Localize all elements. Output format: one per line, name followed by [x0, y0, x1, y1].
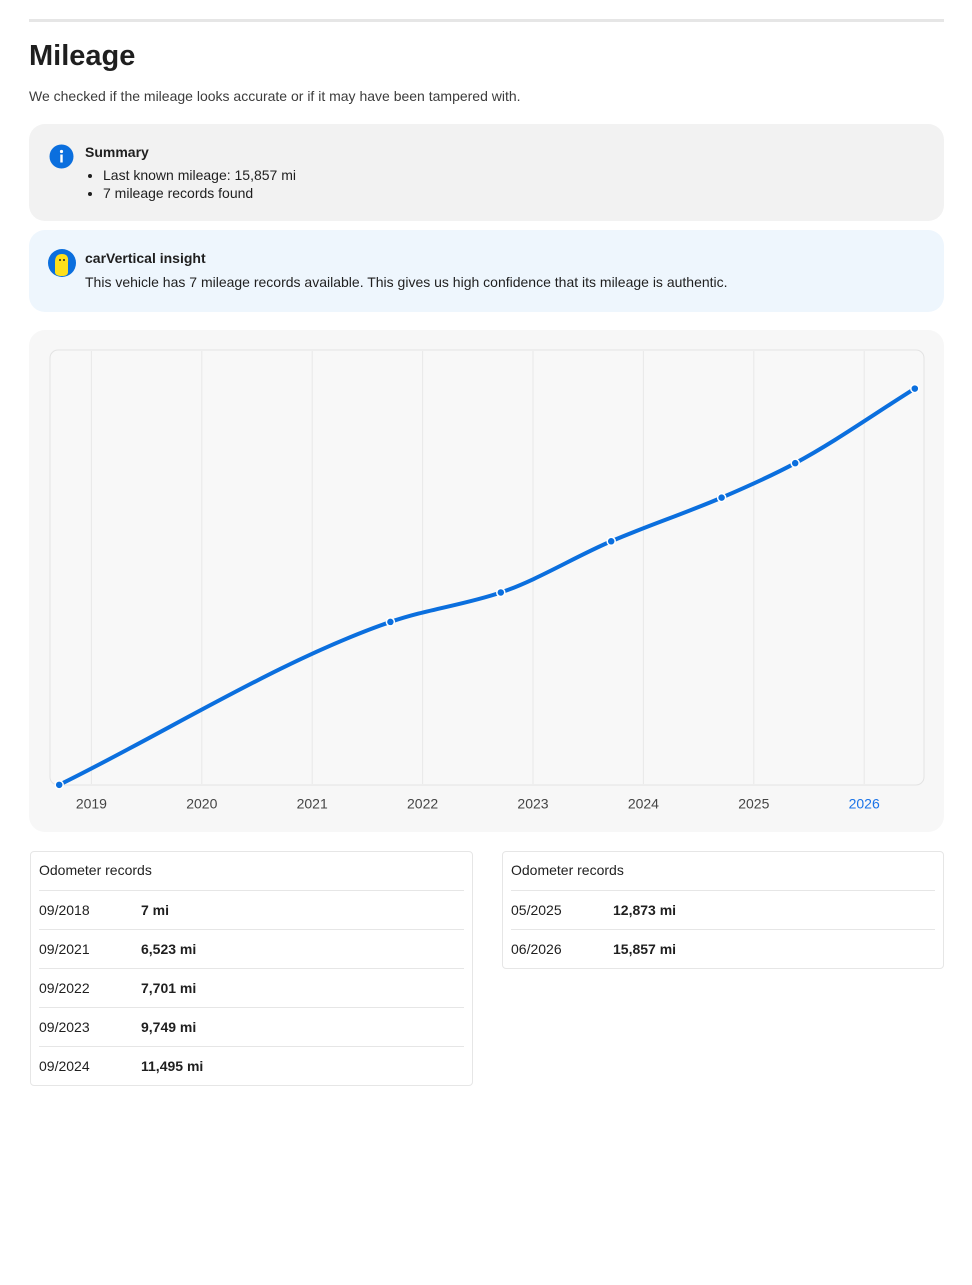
insight-text: This vehicle has 7 mileage records avail… [85, 274, 728, 290]
x-tick-label: 2021 [297, 796, 328, 812]
data-point [385, 617, 396, 627]
table-row: 09/2024 11,495 mi [39, 1047, 464, 1085]
summary-list: Last known mileage: 15,857 mi7 mileage r… [85, 166, 296, 202]
data-point [910, 383, 920, 394]
record-date: 09/2021 [39, 941, 90, 957]
x-tick-label: 2020 [186, 796, 217, 812]
data-point [606, 536, 616, 547]
page-title: Mileage [29, 40, 136, 72]
insight-avatar [48, 249, 76, 277]
record-date: 09/2024 [39, 1058, 90, 1074]
record-mileage: 7,701 mi [141, 980, 197, 996]
data-point [54, 780, 64, 790]
record-date: 06/2026 [511, 941, 562, 957]
record-date: 09/2022 [39, 980, 90, 996]
record-date: 09/2023 [39, 1019, 90, 1035]
odometer-table: Odometer records 09/2018 7 mi 09/2021 6,523 … [30, 851, 473, 1086]
x-tick-label: 2019 [76, 796, 107, 812]
record-mileage: 15,857 mi [613, 941, 677, 957]
chart-card: 2019 2020 2021 2022 2023 2024 2025 2026 [29, 330, 944, 832]
x-tick-label: 2026 [849, 796, 880, 812]
data-point [790, 458, 800, 468]
record-mileage: 7 mi [141, 902, 170, 918]
record-mileage: 9,749 mi [141, 1019, 197, 1035]
summary-item: Last known mileage: 15,857 mi [103, 166, 296, 184]
x-tick-label: 2023 [517, 796, 548, 812]
info-icon [49, 144, 74, 169]
x-tick-label: 2024 [628, 796, 659, 812]
table-header: Odometer records [511, 852, 935, 891]
table-row: 09/2018 7 mi [39, 891, 464, 930]
record-mileage: 11,495 mi [141, 1058, 204, 1074]
record-date: 09/2018 [39, 902, 90, 918]
divider [29, 19, 944, 22]
data-point [716, 492, 727, 503]
data-point [496, 587, 506, 598]
table-row: 09/2023 9,749 mi [39, 1008, 464, 1047]
subtitle: We checked if the mileage looks accurate… [29, 88, 521, 104]
table-row: 06/2026 15,857 mi [511, 930, 935, 968]
table-row: 09/2021 6,523 mi [39, 930, 464, 969]
summary-title: Summary [85, 144, 149, 160]
chart: 2019 2020 2021 2022 2023 2024 2025 2026 [49, 349, 925, 812]
record-mileage: 6,523 mi [141, 941, 197, 957]
x-tick-label: 2025 [738, 796, 769, 812]
insight-title: carVertical insight [85, 250, 206, 266]
table-row: 05/2025 12,873 mi [511, 891, 935, 930]
odometer-table: Odometer records 05/2025 12,873 mi 06/2026 1… [502, 851, 944, 969]
table-row: 09/2022 7,701 mi [39, 969, 464, 1008]
record-mileage: 12,873 mi [613, 902, 677, 918]
table-header: Odometer records [39, 852, 464, 891]
record-date: 05/2025 [511, 902, 562, 918]
x-tick-label: 2022 [407, 796, 438, 812]
summary-item: 7 mileage records found [103, 184, 296, 202]
insight-box: carVertical insight This vehicle has 7 m… [29, 230, 944, 312]
summary-box: Summary Last known mileage: 15,857 mi7 m… [29, 124, 944, 221]
